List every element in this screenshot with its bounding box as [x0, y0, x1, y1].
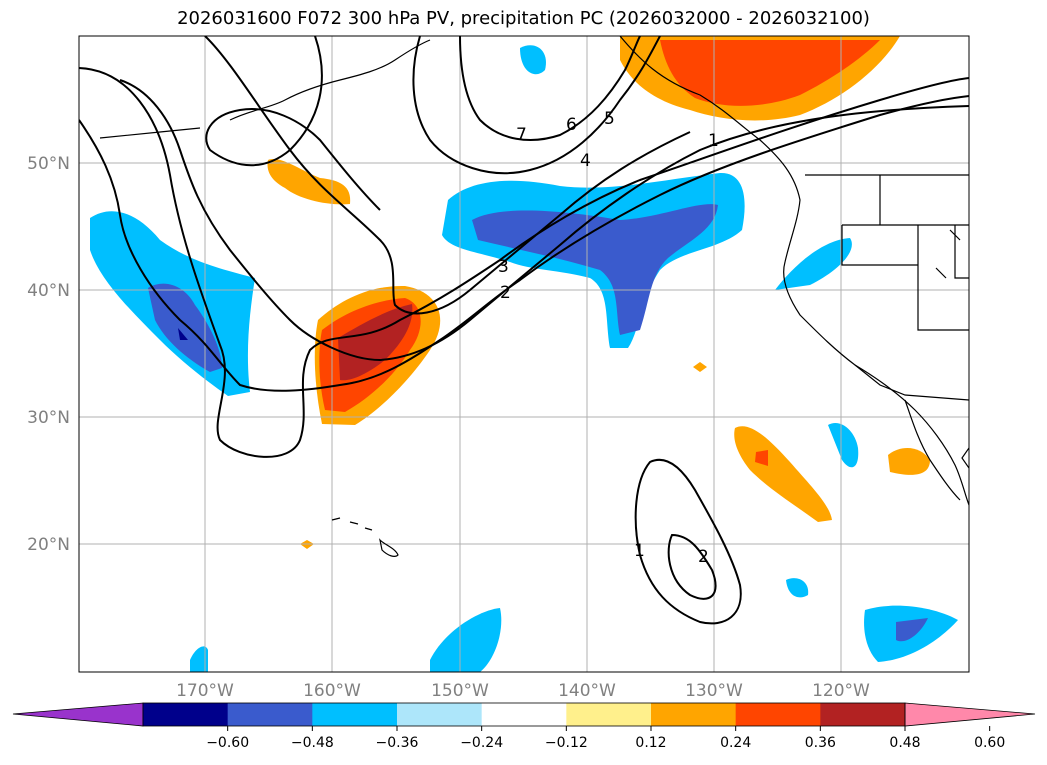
- lat-label: 30°N: [27, 408, 70, 428]
- colorbar-cell: [566, 703, 652, 726]
- contour-label: 6: [566, 115, 577, 135]
- contour-labels: 7 6 5 4 1 3 2 1 2: [498, 109, 719, 567]
- precip-area: [520, 45, 546, 75]
- lon-label: 140°W: [558, 681, 616, 701]
- contour-label: 5: [604, 109, 615, 129]
- contour-label: 7: [516, 125, 527, 145]
- colorbar-tick-label: 0.48: [889, 735, 920, 751]
- latitude-labels: 50°N 40°N 30°N 20°N: [27, 154, 70, 555]
- coastlines: [99, 36, 969, 557]
- colorbar-tick-label: −0.24: [460, 735, 503, 751]
- colorbar-tick-label: 0.36: [805, 735, 836, 751]
- colorbar-cell: [397, 703, 483, 726]
- colorbar-tick-label: −0.60: [206, 735, 249, 751]
- contour-label: 3: [498, 257, 509, 277]
- precip-area: [828, 422, 859, 468]
- colorbar: −0.60 −0.48 −0.36 −0.24 −0.12 0.12 0.24 0.36 0.4…: [12, 702, 1036, 751]
- contour-label: 2: [500, 283, 511, 303]
- colorbar-tick-label: 0.12: [635, 735, 666, 751]
- precip-area: [430, 608, 502, 672]
- colorbar-cell: [312, 703, 398, 726]
- lat-label: 40°N: [27, 281, 70, 301]
- precip-area: [896, 618, 928, 642]
- precip-area: [786, 578, 809, 598]
- precip-area: [775, 238, 852, 290]
- precip-area: [178, 328, 188, 340]
- lon-label: 130°W: [685, 681, 743, 701]
- lon-label: 120°W: [812, 681, 870, 701]
- longitude-labels: 170°W 160°W 150°W 140°W 130°W 120°W: [176, 681, 870, 701]
- colorbar-tick-label: 0.60: [974, 735, 1005, 751]
- precip-area: [660, 40, 880, 106]
- contour-label: 1: [708, 131, 719, 151]
- pv-contours: [79, 36, 969, 625]
- colorbar-tick-label: −0.48: [291, 735, 334, 751]
- precip-area: [693, 362, 707, 372]
- colorbar-cell: [820, 703, 906, 726]
- lat-label: 20°N: [27, 535, 70, 555]
- lon-label: 160°W: [303, 681, 361, 701]
- lon-label: 170°W: [176, 681, 234, 701]
- colorbar-cell: [481, 703, 567, 726]
- colorbar-cell: [735, 703, 821, 726]
- contour-label: 2: [698, 547, 709, 567]
- contour-label: 1: [634, 541, 645, 561]
- map-panel: 7 6 5 4 1 3 2 1 2: [79, 36, 969, 672]
- colorbar-tick-label: −0.36: [376, 735, 419, 751]
- precip-area: [734, 426, 832, 522]
- precip-area: [190, 646, 208, 672]
- map-title: 2026031600 F072 300 hPa PV, precipitatio…: [177, 8, 870, 29]
- precip-area: [888, 448, 930, 475]
- colorbar-over-triangle: [904, 702, 1036, 727]
- map-frame: [78, 35, 970, 673]
- contour-label: 4: [580, 151, 591, 171]
- colorbar-tick-label: 0.24: [720, 735, 751, 751]
- lat-label: 50°N: [27, 154, 70, 174]
- colorbar-cell: [227, 703, 313, 726]
- colorbar-cell: [143, 703, 229, 726]
- colorbar-cell: [651, 703, 737, 726]
- precip-area: [755, 450, 768, 466]
- lon-label: 150°W: [431, 681, 489, 701]
- colorbar-tick-label: −0.12: [545, 735, 588, 751]
- colorbar-under-triangle: [12, 702, 144, 727]
